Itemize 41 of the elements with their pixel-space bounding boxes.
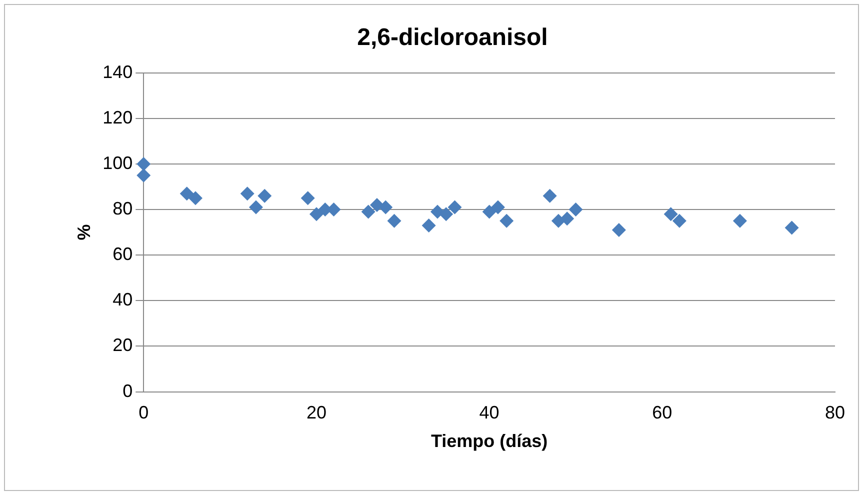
point xyxy=(248,200,263,214)
x-tick-label: 80 xyxy=(824,402,846,423)
point xyxy=(300,191,315,206)
point xyxy=(378,200,393,214)
point xyxy=(482,204,496,219)
point xyxy=(439,207,454,222)
chart-title: 2,6-dicloroanisol xyxy=(357,24,548,52)
y-tick-label: 60 xyxy=(112,244,133,264)
point xyxy=(188,191,202,206)
y-tick-label: 100 xyxy=(102,152,133,173)
point xyxy=(361,204,376,219)
x-tick-label: 60 xyxy=(652,402,672,423)
point xyxy=(612,223,626,238)
point xyxy=(180,186,194,201)
x-tick-label: 0 xyxy=(138,402,149,423)
point xyxy=(258,188,272,203)
point xyxy=(136,168,151,182)
point xyxy=(422,218,436,232)
point xyxy=(568,202,583,217)
point xyxy=(664,207,678,222)
point xyxy=(500,214,514,228)
point xyxy=(542,188,557,203)
y-tick-label: 80 xyxy=(112,198,133,218)
point xyxy=(309,207,324,222)
point xyxy=(490,200,505,214)
point xyxy=(448,200,462,214)
y-axis-title: % xyxy=(74,224,94,240)
y-tick-label: 0 xyxy=(122,380,133,401)
x-tick-label: 40 xyxy=(479,402,500,423)
x-tick-label: 20 xyxy=(306,402,326,423)
point xyxy=(784,220,799,235)
y-tick-label: 20 xyxy=(112,335,133,356)
point xyxy=(387,214,402,228)
point xyxy=(240,186,254,201)
y-tick-label: 40 xyxy=(112,290,133,310)
x-axis-title: Tiempo (días) xyxy=(430,431,548,452)
point xyxy=(672,214,686,228)
point xyxy=(732,214,747,228)
y-tick-label: 140 xyxy=(102,62,133,82)
y-tick-label: 120 xyxy=(102,107,133,128)
point xyxy=(560,212,574,226)
